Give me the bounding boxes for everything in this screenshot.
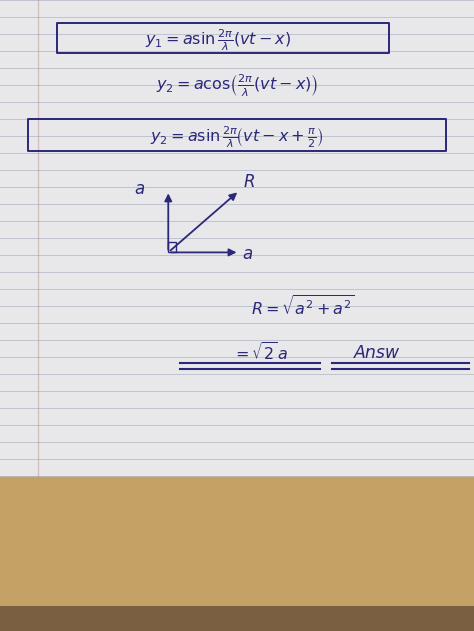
Bar — [0, 476, 474, 631]
Text: $y_2 = a\sin\frac{2\pi}{\lambda}\!\left(vt - x + \frac{\pi}{2}\right)$: $y_2 = a\sin\frac{2\pi}{\lambda}\!\left(… — [150, 124, 324, 150]
Text: $R = \sqrt{a^2 + a^2}$: $R = \sqrt{a^2 + a^2}$ — [252, 294, 355, 318]
Bar — [57, 23, 389, 53]
Text: $a$: $a$ — [242, 245, 253, 262]
Text: $= \sqrt{2}\,a$: $= \sqrt{2}\,a$ — [232, 343, 289, 364]
Text: $a$: $a$ — [134, 180, 146, 198]
Text: Answ: Answ — [354, 345, 400, 362]
Bar — [168, 242, 176, 252]
Text: $y_2 = a\cos\!\left(\frac{2\pi}{\lambda}(vt - x)\right)$: $y_2 = a\cos\!\left(\frac{2\pi}{\lambda}… — [156, 72, 318, 98]
Bar — [0, 606, 474, 631]
Bar — [0, 0, 474, 476]
Text: $y_1 = a\sin\frac{2\pi}{\lambda}(vt - x)$: $y_1 = a\sin\frac{2\pi}{\lambda}(vt - x)… — [145, 27, 291, 52]
Text: $R$: $R$ — [243, 173, 255, 191]
Bar — [28, 119, 446, 151]
